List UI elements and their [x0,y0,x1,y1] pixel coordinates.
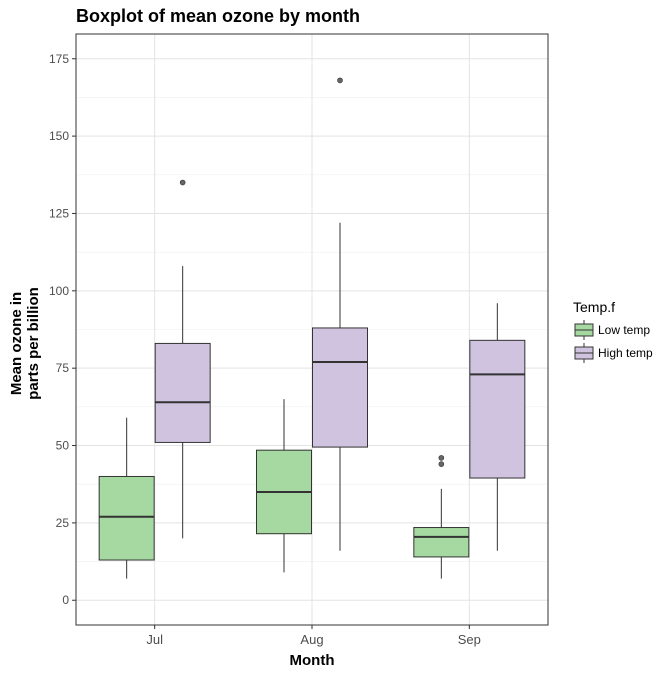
high-temp-jul-box [154,342,211,443]
y-tick-label: 175 [49,52,69,66]
y-tick-label: 125 [49,206,69,220]
y-tick-label: 50 [56,439,70,453]
low-temp-sep-box [413,527,470,558]
low-temp-sep-outlier [438,455,445,461]
high-temp-jul-outlier [179,179,186,186]
x-tick-label: Sep [458,632,481,647]
y-axis-title-line: Mean ozone in [8,292,25,395]
legend-label-high-temp: High temp [598,346,653,360]
y-axis-title: Mean ozone inparts per billion [8,287,42,400]
legend-label-low-temp: Low temp [598,323,650,337]
high-temp-sep-box [469,339,526,479]
y-tick-label: 100 [49,284,69,298]
chart-title: Boxplot of mean ozone by month [76,6,360,26]
legend-title: Temp.f [573,299,615,315]
x-tick-label: Aug [300,632,323,647]
y-tick-label: 0 [62,593,69,607]
high-temp-aug-box [312,327,368,448]
x-tick-label: Jul [146,632,163,647]
low-temp-jul-box [98,475,155,561]
y-tick-label: 25 [56,516,70,530]
y-tick-label: 75 [56,361,70,375]
high-temp-aug-outlier [337,77,343,84]
low-temp-sep-outlier [438,461,445,467]
y-axis-title-line: parts per billion [25,287,42,400]
y-tick-label: 150 [49,129,69,143]
x-axis-title: Month [290,652,335,669]
